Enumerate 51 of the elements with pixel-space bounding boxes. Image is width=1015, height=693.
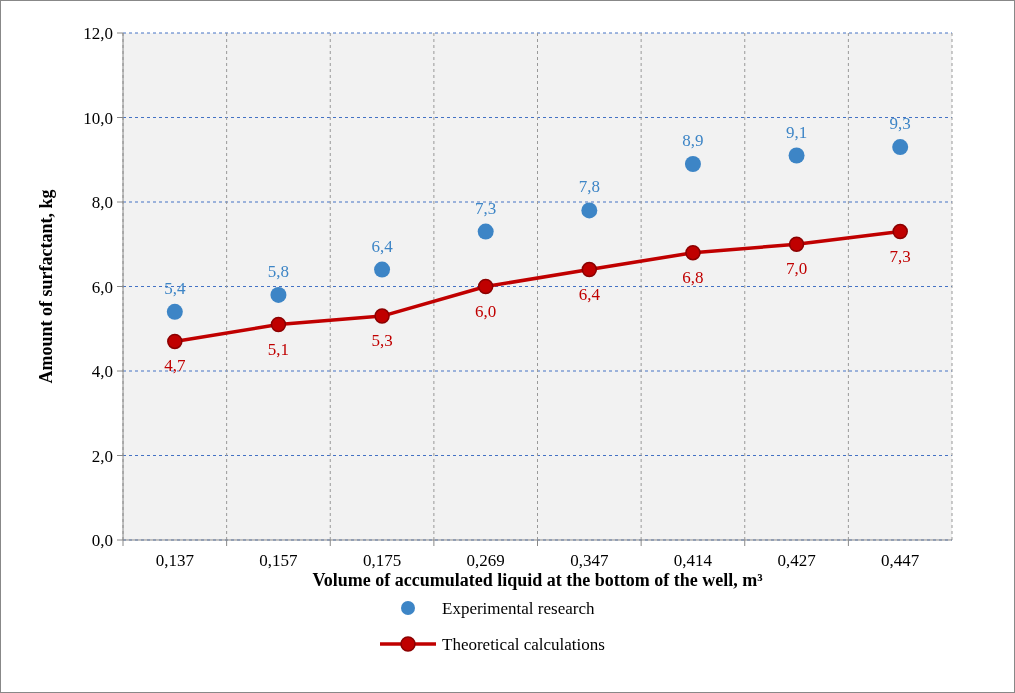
data-label: 7,3 — [475, 198, 497, 218]
point — [167, 333, 183, 350]
y-tick-label: 6,0 — [91, 277, 113, 297]
point — [374, 261, 391, 278]
point — [270, 286, 287, 303]
x-tick-label: 0,175 — [362, 551, 402, 570]
data-label: 6,4 — [371, 236, 394, 256]
data-label: 4,7 — [164, 356, 186, 376]
x-tick-label: 0,157 — [259, 551, 299, 570]
x-tick-label: 0,414 — [673, 551, 713, 570]
data-label: 5,4 — [164, 278, 186, 298]
point — [270, 316, 287, 333]
y-tick-label: 8,0 — [91, 193, 113, 212]
legend-label: Theoretical calculations — [442, 635, 605, 654]
data-label: 6,0 — [475, 301, 497, 321]
data-label: 5,1 — [267, 339, 290, 359]
data-label: 7,8 — [578, 177, 600, 197]
y-tick-label: 10,0 — [83, 108, 113, 128]
point — [374, 308, 390, 324]
point — [166, 303, 183, 320]
point — [477, 278, 494, 295]
data-label: 8,9 — [682, 130, 704, 150]
x-tick-label: 0,447 — [881, 551, 920, 570]
data-label: 6,4 — [578, 284, 601, 304]
legend-label: Experimental research — [442, 599, 595, 618]
data-label: 6,8 — [682, 267, 704, 287]
data-label: 5,8 — [267, 261, 290, 281]
point — [477, 223, 494, 240]
point — [788, 236, 805, 252]
point — [684, 155, 701, 172]
y-tick-label: 0,0 — [91, 531, 113, 550]
data-label: 7,3 — [889, 246, 911, 266]
x-tick-label: 0,347 — [570, 551, 609, 570]
data-label: 9,1 — [785, 122, 808, 142]
data-label: 7,0 — [785, 259, 808, 279]
y-axis-title: Amount of surfactant, kg — [36, 189, 56, 384]
point — [581, 261, 598, 278]
x-tick-label: 0,137 — [155, 551, 195, 570]
data-label: 5,3 — [371, 331, 393, 351]
x-axis-title: Volume of accumulated liquid at the bottom of the well, m³ — [312, 570, 764, 590]
point — [581, 202, 598, 219]
point — [788, 147, 805, 164]
point — [685, 244, 701, 261]
y-tick-label: 2,0 — [91, 446, 113, 466]
y-tick-label: 4,0 — [91, 362, 113, 381]
point — [892, 223, 908, 240]
data-label: 9,3 — [889, 114, 911, 134]
x-tick-label: 0,427 — [777, 551, 817, 570]
point — [892, 139, 909, 156]
y-tick-label: 12,0 — [83, 24, 113, 43]
x-tick-label: 0,269 — [466, 551, 505, 570]
